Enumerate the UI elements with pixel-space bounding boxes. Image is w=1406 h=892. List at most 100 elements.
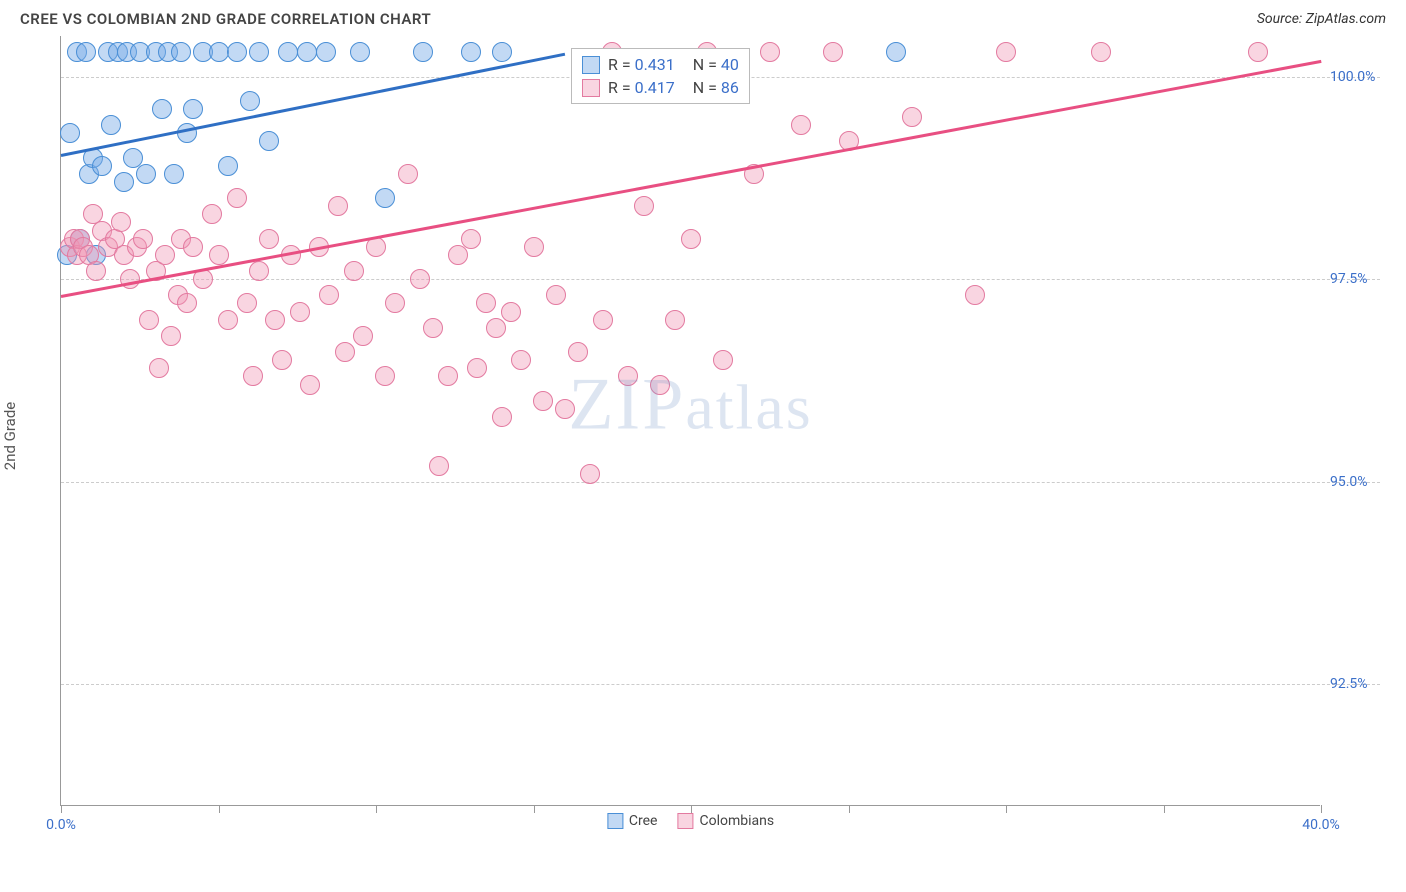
data-point	[618, 366, 638, 386]
data-point	[183, 237, 203, 257]
data-point	[760, 42, 780, 62]
data-point	[996, 42, 1016, 62]
data-point	[114, 172, 134, 192]
data-point	[278, 42, 298, 62]
r-value: 0.417	[635, 78, 675, 97]
gridline	[61, 684, 1380, 685]
data-point	[155, 245, 175, 265]
r-label: R = 0.417	[608, 78, 675, 97]
data-point	[486, 318, 506, 338]
data-point	[823, 42, 843, 62]
y-tick-label: 92.5%	[1330, 676, 1368, 692]
data-point	[240, 91, 260, 111]
data-point	[297, 42, 317, 62]
data-point	[136, 164, 156, 184]
data-point	[461, 229, 481, 249]
data-point	[249, 261, 269, 281]
data-point	[965, 285, 985, 305]
data-point	[265, 310, 285, 330]
data-point	[886, 42, 906, 62]
data-point	[438, 366, 458, 386]
data-point	[555, 399, 575, 419]
n-value: 86	[721, 78, 739, 97]
data-point	[791, 115, 811, 135]
data-point	[227, 188, 247, 208]
legend-label: Colombians	[699, 813, 774, 829]
x-tick	[376, 805, 377, 813]
data-point	[133, 229, 153, 249]
data-point	[634, 196, 654, 216]
x-tick	[1164, 805, 1165, 813]
legend-label: Cree	[629, 813, 658, 829]
data-point	[681, 229, 701, 249]
legend-swatch	[677, 813, 693, 829]
data-point	[665, 310, 685, 330]
watermark-small: atlas	[685, 372, 812, 443]
n-label: N = 86	[693, 78, 739, 97]
legend-swatch	[582, 79, 600, 97]
data-point	[546, 285, 566, 305]
data-point	[344, 261, 364, 281]
data-point	[209, 245, 229, 265]
x-tick	[534, 805, 535, 813]
data-point	[319, 285, 339, 305]
data-point	[398, 164, 418, 184]
data-point	[76, 42, 96, 62]
data-point	[259, 131, 279, 151]
data-point	[149, 358, 169, 378]
data-point	[353, 326, 373, 346]
x-tick-label: 0.0%	[46, 817, 76, 833]
data-point	[423, 318, 443, 338]
chart-area: 2nd Grade ZIPatlas 92.5%95.0%97.5%100.0%…	[20, 36, 1390, 836]
legend-row: R = 0.431 N = 40	[582, 53, 739, 76]
r-value: 0.431	[635, 55, 675, 74]
data-point	[243, 366, 263, 386]
legend-row: R = 0.417 N = 86	[582, 76, 739, 99]
data-point	[350, 42, 370, 62]
data-point	[300, 375, 320, 395]
data-point	[177, 293, 197, 313]
scatter-plot: ZIPatlas 92.5%95.0%97.5%100.0%0.0%40.0%R…	[60, 36, 1320, 806]
y-tick-label: 100.0%	[1330, 69, 1375, 85]
x-tick	[61, 805, 62, 813]
legend-swatch	[607, 813, 623, 829]
n-value: 40	[721, 55, 739, 74]
x-tick	[849, 805, 850, 813]
x-tick	[1321, 805, 1322, 813]
data-point	[511, 350, 531, 370]
data-point	[316, 42, 336, 62]
data-point	[461, 42, 481, 62]
data-point	[492, 407, 512, 427]
correlation-legend: R = 0.431 N = 40 R = 0.417 N = 86	[571, 48, 750, 104]
data-point	[272, 350, 292, 370]
watermark: ZIPatlas	[568, 363, 812, 448]
legend-item: Cree	[607, 813, 658, 829]
x-tick	[219, 805, 220, 813]
data-point	[375, 366, 395, 386]
r-label: R = 0.431	[608, 55, 675, 74]
legend-item: Colombians	[677, 813, 774, 829]
data-point	[492, 42, 512, 62]
data-point	[202, 204, 222, 224]
n-label: N = 40	[693, 55, 739, 74]
y-tick-label: 97.5%	[1330, 271, 1368, 287]
data-point	[92, 156, 112, 176]
y-axis-label: 2nd Grade	[1, 402, 19, 470]
data-point	[375, 188, 395, 208]
data-point	[410, 269, 430, 289]
data-point	[448, 245, 468, 265]
data-point	[209, 42, 229, 62]
data-point	[476, 293, 496, 313]
data-point	[171, 42, 191, 62]
data-point	[335, 342, 355, 362]
chart-title: CREE VS COLOMBIAN 2ND GRADE CORRELATION …	[20, 10, 431, 28]
data-point	[161, 326, 181, 346]
data-point	[413, 42, 433, 62]
data-point	[139, 310, 159, 330]
data-point	[429, 456, 449, 476]
data-point	[533, 391, 553, 411]
data-point	[290, 302, 310, 322]
data-point	[580, 464, 600, 484]
data-point	[183, 99, 203, 119]
data-point	[1248, 42, 1268, 62]
